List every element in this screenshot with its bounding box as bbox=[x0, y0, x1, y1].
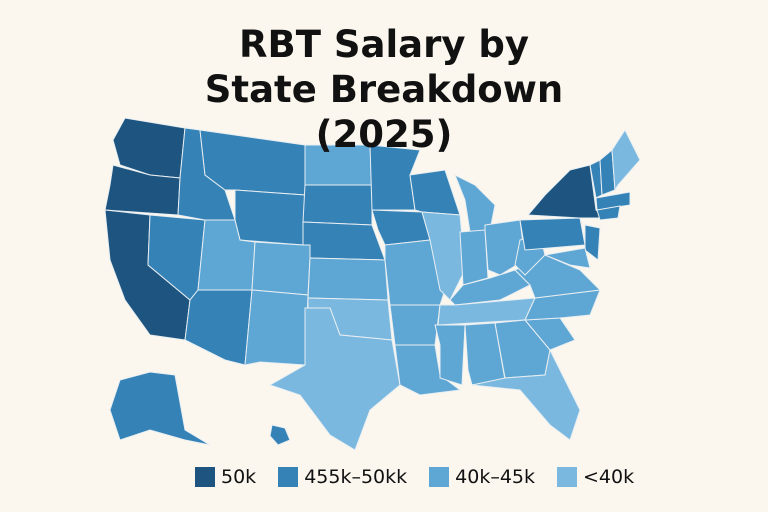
title: RBT Salary by State Breakdown (2025) bbox=[204, 23, 564, 156]
state bbox=[584, 224, 601, 261]
state bbox=[244, 289, 309, 366]
legend-swatch bbox=[195, 467, 215, 487]
state bbox=[184, 289, 253, 366]
state bbox=[526, 164, 607, 219]
legend-item: <40k bbox=[557, 466, 634, 488]
state bbox=[524, 289, 601, 321]
legend-label: 455k–50kk bbox=[304, 466, 408, 488]
state bbox=[109, 371, 211, 446]
state bbox=[409, 169, 461, 216]
state bbox=[269, 424, 291, 446]
legend-item: 40k–45k bbox=[429, 466, 535, 488]
state bbox=[251, 241, 311, 296]
state bbox=[519, 217, 586, 251]
state bbox=[543, 247, 591, 269]
legend-label: 50k bbox=[221, 466, 257, 488]
state bbox=[268, 307, 401, 451]
legend-swatch bbox=[557, 467, 577, 487]
state bbox=[459, 229, 489, 286]
legend-item: 455k–50kk bbox=[278, 466, 407, 488]
legend-label: 40k–45k bbox=[455, 466, 535, 488]
state bbox=[595, 191, 631, 211]
state bbox=[471, 348, 581, 441]
state bbox=[371, 209, 431, 246]
legend-label: <40k bbox=[583, 466, 635, 488]
state bbox=[234, 189, 306, 246]
state bbox=[307, 257, 389, 301]
state bbox=[389, 304, 441, 346]
state bbox=[302, 221, 386, 261]
legend: 50k 455k–50kk 40k–45k <40k bbox=[195, 466, 634, 488]
state bbox=[611, 128, 641, 192]
legend-item: 50k bbox=[195, 466, 256, 488]
legend-swatch bbox=[429, 467, 450, 487]
state bbox=[302, 184, 373, 226]
state bbox=[394, 344, 462, 396]
legend-swatch bbox=[278, 467, 299, 487]
state bbox=[434, 324, 466, 386]
state bbox=[596, 205, 621, 221]
